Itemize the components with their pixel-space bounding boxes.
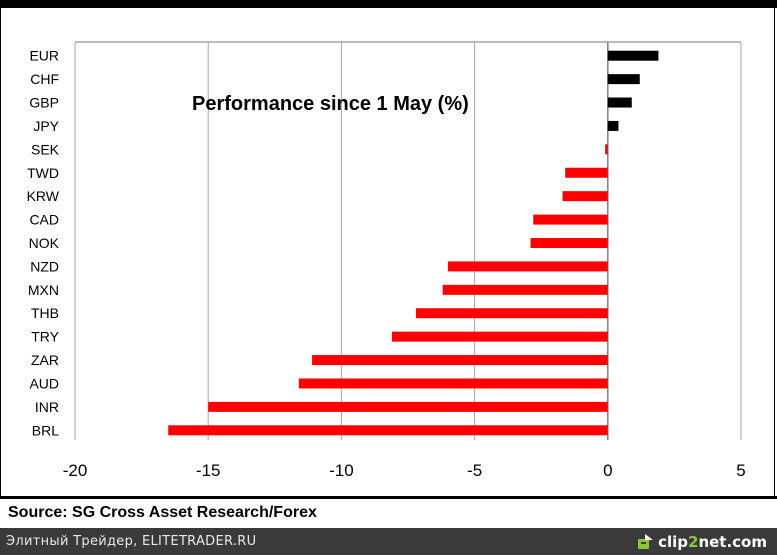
x-tick-label: -10: [329, 461, 354, 480]
bar-thb: [415, 308, 608, 319]
category-label: KRW: [27, 188, 60, 204]
category-label: SEK: [31, 141, 60, 157]
category-label: NZD: [30, 258, 59, 274]
source-text: Source: SG Cross Asset Research/Forex: [8, 504, 317, 521]
bar-nzd: [447, 261, 608, 272]
x-tick-label: -20: [63, 461, 88, 480]
bar-nok: [530, 238, 608, 248]
category-label: TWD: [27, 165, 59, 181]
category-label: NOK: [29, 235, 60, 251]
chart-frame: [0, 8, 775, 496]
bars: [168, 50, 659, 436]
clip2net-logo[interactable]: clip2net.com: [636, 531, 767, 552]
x-tick-label: 5: [736, 461, 745, 480]
bar-inr: [208, 401, 608, 412]
bar-jpy: [607, 120, 619, 131]
category-label: MXN: [28, 282, 59, 298]
top-border: [0, 0, 777, 8]
bar-twd: [565, 167, 608, 178]
category-label: THB: [31, 305, 59, 321]
bar-krw: [562, 191, 608, 202]
chart-title: Performance since 1 May (%): [192, 93, 469, 115]
x-tick-label: 0: [603, 461, 612, 480]
x-tick-label: -15: [196, 461, 221, 480]
category-label: TRY: [31, 329, 59, 345]
category-label: BRL: [32, 422, 59, 438]
clip2net-logo-text: clip2net.com: [658, 532, 767, 551]
category-label: EUR: [29, 48, 59, 64]
bar-mxn: [442, 284, 608, 295]
category-label: ZAR: [31, 352, 59, 368]
x-tick-label: -5: [467, 461, 482, 480]
category-label: GBP: [29, 95, 59, 111]
bar-gbp: [607, 97, 632, 108]
category-label: CHF: [30, 71, 59, 87]
bar-zar: [312, 355, 608, 366]
category-label: AUD: [29, 375, 59, 391]
x-tick-labels: -20 -15 -10 -5 0 5: [63, 461, 746, 480]
bar-sek: [605, 144, 608, 155]
bar-try: [392, 331, 608, 342]
footer-bar: Элитный Трейдер, ELITETRADER.RU clip2net…: [0, 528, 777, 555]
bar-eur: [607, 50, 659, 61]
category-labels: EUR CHF GBP JPY SEK TWD KRW CAD NOK NZD MXN THB TRY Z…: [27, 48, 60, 439]
bar-chart: EUR CHF GBP JPY SEK TWD KRW CAD NOK NZD MXN THB TRY Z…: [27, 41, 746, 480]
source-bar: Source: SG Cross Asset Research/Forex: [0, 496, 777, 528]
bar-brl: [168, 425, 608, 436]
footer-site-text: Элитный Трейдер, ELITETRADER.RU: [6, 534, 257, 549]
clip2net-logo-icon: [636, 533, 654, 551]
bar-cad: [533, 214, 608, 225]
bar-aud: [298, 378, 608, 389]
bar-chf: [607, 74, 640, 85]
category-label: CAD: [29, 212, 59, 228]
category-label: INR: [35, 399, 59, 415]
category-label: JPY: [33, 118, 59, 134]
